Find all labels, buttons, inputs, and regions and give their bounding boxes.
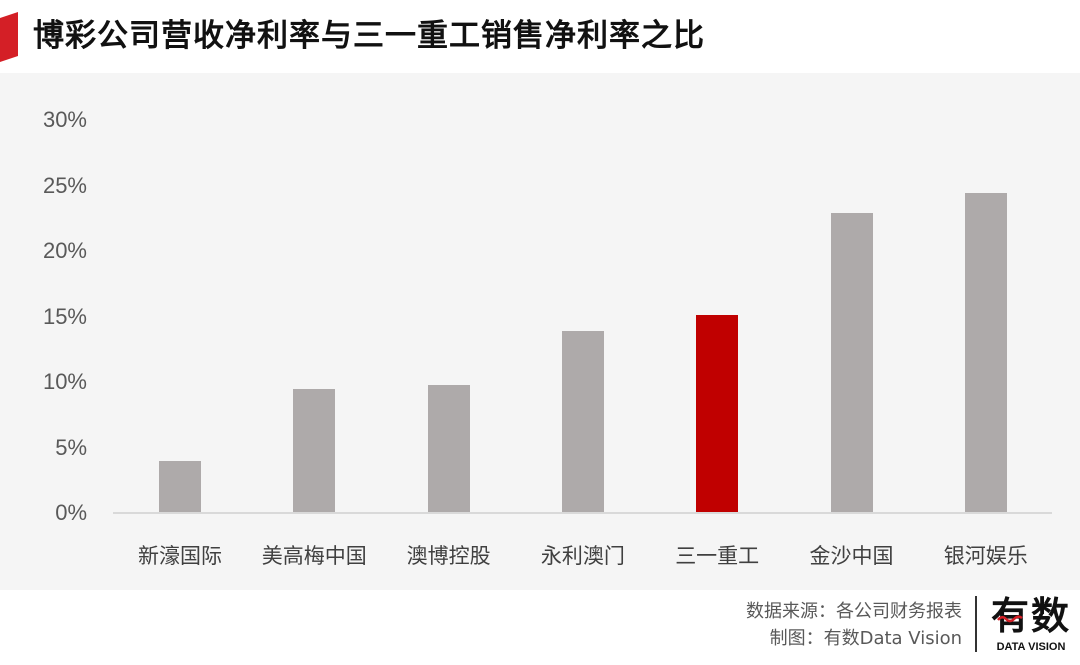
x-tick-label: 永利澳门 xyxy=(540,544,625,568)
bar xyxy=(427,384,470,513)
x-tick-label: 三一重工 xyxy=(675,544,760,568)
data-source-text: 数据来源：各公司财务报表 xyxy=(746,601,962,622)
bar xyxy=(561,330,604,513)
logo-subtitle: DATA VISION xyxy=(996,641,1066,653)
bar xyxy=(159,460,201,513)
logo-wordmark: 有数 xyxy=(990,594,1071,638)
bar xyxy=(293,388,336,513)
x-tick-label: 澳博控股 xyxy=(406,544,491,568)
chart-plot-area: 0% 5% 10% 15% 20% 25% 30% 新濠国际 美高梅中国 澳博控股 永利澳门 三一重… xyxy=(0,73,1080,590)
title-marker-icon xyxy=(0,12,18,62)
x-tick-label: 银河娱乐 xyxy=(943,544,1028,568)
x-tick-label: 金沙中国 xyxy=(809,544,894,568)
y-tick-label: 25% xyxy=(42,172,87,198)
y-tick-label: 5% xyxy=(55,434,87,460)
chart-header: 博彩公司营收净利率与三一重工销售净利率之比 xyxy=(0,0,1080,73)
brand-logo: 有数 DATA VISION xyxy=(985,594,1077,658)
x-tick-label: 新濠国际 xyxy=(138,544,222,568)
y-tick-label: 15% xyxy=(42,303,87,329)
source-note: 数据来源：各公司财务报表 制图：有数Data Vision xyxy=(746,598,962,652)
footer-divider xyxy=(975,596,977,652)
chart-footer: 数据来源：各公司财务报表 制图：有数Data Vision 有数 DATA VI… xyxy=(0,590,1080,665)
bar xyxy=(696,315,739,513)
y-tick-label: 20% xyxy=(42,238,87,263)
y-tick-label: 0% xyxy=(55,500,87,525)
logo-wave-icon xyxy=(997,615,1023,623)
bar xyxy=(830,213,873,513)
y-tick-label: 10% xyxy=(42,369,87,394)
chart-title: 博彩公司营收净利率与三一重工销售净利率之比 xyxy=(33,18,705,54)
bar xyxy=(964,193,1007,513)
credit-text: 制图：有数Data Vision xyxy=(769,628,962,649)
x-tick-label: 美高梅中国 xyxy=(261,544,367,568)
x-axis-line xyxy=(113,512,1052,514)
y-tick-label: 30% xyxy=(42,107,87,132)
